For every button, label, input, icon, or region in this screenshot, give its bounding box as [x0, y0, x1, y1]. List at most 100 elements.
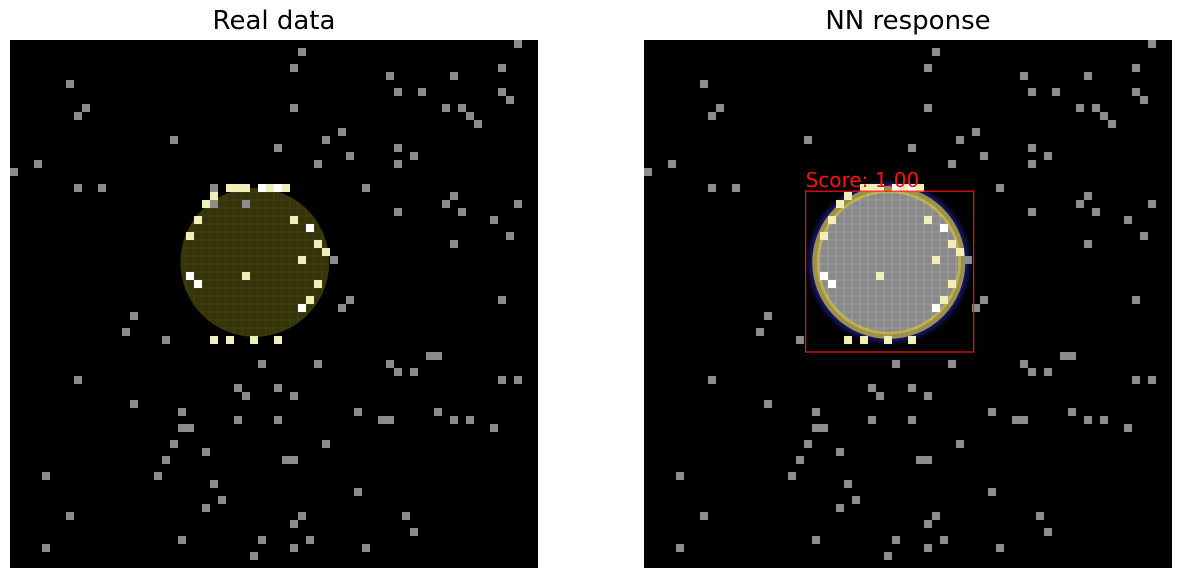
noise-hit [274, 384, 282, 392]
noise-hit [1060, 352, 1068, 360]
noise-hit [1076, 104, 1084, 112]
noise-hit [178, 408, 186, 416]
noise-hit [924, 64, 932, 72]
noise-hit [1140, 232, 1148, 240]
ring-hit [314, 240, 322, 248]
ring-hit [250, 336, 258, 344]
noise-hit [948, 160, 956, 168]
noise-hit [234, 384, 242, 392]
real-data-heatmap [10, 40, 538, 568]
noise-hit [130, 312, 138, 320]
noise-hit [1044, 368, 1052, 376]
noise-hit [394, 160, 402, 168]
noise-hit [1132, 376, 1140, 384]
noise-hit [202, 504, 210, 512]
noise-hit [1132, 296, 1140, 304]
noise-hit [1044, 528, 1052, 536]
detection-box [805, 190, 975, 353]
ring-hit [956, 248, 964, 256]
ring-hit [298, 304, 306, 312]
noise-hit [450, 72, 458, 80]
noise-hit [378, 416, 386, 424]
noise-hit [972, 128, 980, 136]
noise-hit [908, 384, 916, 392]
noise-hit [210, 480, 218, 488]
ring-hit [836, 200, 844, 208]
noise-hit [988, 408, 996, 416]
noise-hit [386, 360, 394, 368]
noise-hit [1092, 208, 1100, 216]
noise-hit [764, 312, 772, 320]
ring-hit [282, 184, 290, 192]
noise-hit [956, 136, 964, 144]
ring-hit [908, 336, 916, 344]
noise-hit [74, 184, 82, 192]
noise-hit [82, 104, 90, 112]
noise-hit [122, 328, 130, 336]
ring-hit [828, 280, 836, 288]
noise-hit [1100, 112, 1108, 120]
noise-hit [458, 208, 466, 216]
noise-hit [764, 400, 772, 408]
noise-hit [290, 392, 298, 400]
ring-hit [242, 184, 250, 192]
ring-hit [884, 336, 892, 344]
noise-hit [1028, 160, 1036, 168]
noise-hit [290, 520, 298, 528]
noise-hit [514, 376, 522, 384]
ring-hit [924, 216, 932, 224]
noise-hit [322, 440, 330, 448]
noise-hit [298, 512, 306, 520]
ring-hit [194, 280, 202, 288]
noise-hit [290, 544, 298, 552]
noise-hit [154, 472, 162, 480]
noise-hit [218, 496, 226, 504]
noise-hit [66, 512, 74, 520]
noise-hit [1084, 416, 1092, 424]
noise-hit [700, 80, 708, 88]
ring-response-edge [812, 185, 966, 339]
noise-hit [498, 64, 506, 72]
ring-hit [916, 184, 924, 192]
noise-hit [490, 216, 498, 224]
noise-hit [98, 184, 106, 192]
noise-hit [1020, 416, 1028, 424]
noise-hit [386, 72, 394, 80]
noise-hit [876, 392, 884, 400]
noise-hit [338, 304, 346, 312]
real-data-title: Real data [212, 6, 336, 36]
ring-hit [844, 336, 852, 344]
noise-hit [804, 136, 812, 144]
ring-hit [258, 184, 266, 192]
noise-hit [812, 424, 820, 432]
ring-hit [876, 184, 884, 192]
noise-hit [394, 368, 402, 376]
ring-hit [298, 256, 306, 264]
noise-hit [868, 384, 876, 392]
noise-hit [418, 88, 426, 96]
noise-hit [820, 424, 828, 432]
noise-hit [290, 64, 298, 72]
noise-hit [924, 544, 932, 552]
noise-hit [1028, 88, 1036, 96]
noise-hit [362, 544, 370, 552]
noise-hit [1028, 144, 1036, 152]
ring-hit [892, 184, 900, 192]
noise-hit [386, 416, 394, 424]
noise-hit [514, 40, 522, 48]
noise-hit [410, 368, 418, 376]
noise-hit [916, 456, 924, 464]
noise-hit [964, 256, 972, 264]
noise-hit [298, 48, 306, 56]
noise-hit [346, 296, 354, 304]
noise-hit [202, 448, 210, 456]
noise-hit [34, 160, 42, 168]
noise-hit [1108, 120, 1116, 128]
noise-hit [1124, 216, 1132, 224]
noise-hit [498, 376, 506, 384]
ring-hit [948, 240, 956, 248]
noise-hit [980, 152, 988, 160]
noise-hit [924, 456, 932, 464]
noise-hit [450, 192, 458, 200]
noise-hit [466, 416, 474, 424]
